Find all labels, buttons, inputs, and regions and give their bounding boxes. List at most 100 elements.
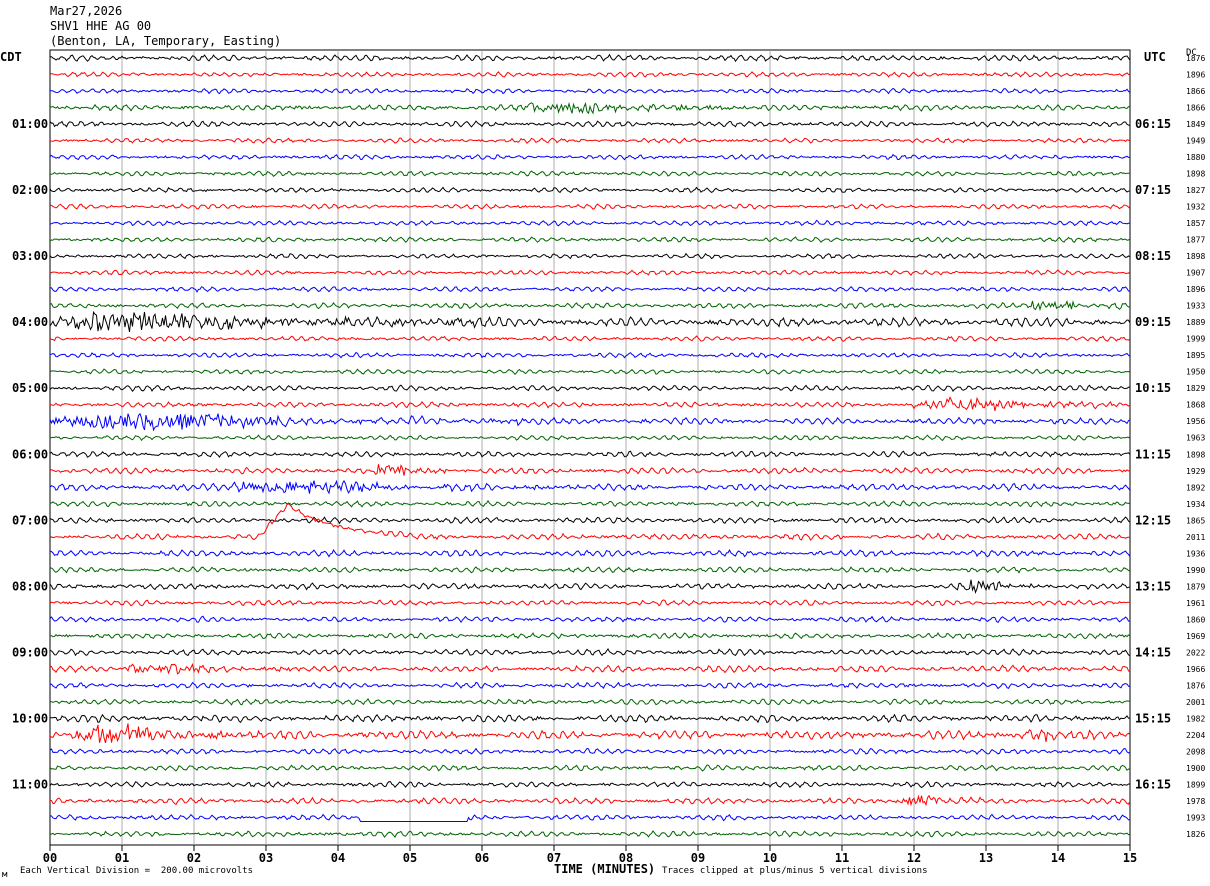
trace-line	[49, 503, 1131, 541]
trace-line	[49, 252, 1131, 260]
dc-offset-label: 1932	[1186, 203, 1205, 212]
trace-line	[49, 681, 1131, 690]
x-tick-label: 15	[1123, 851, 1137, 865]
x-tick-label: 03	[259, 851, 273, 865]
right-time-label: 10:15	[1135, 381, 1171, 395]
x-tick-label: 01	[115, 851, 129, 865]
left-hour-label: 11:00	[12, 777, 48, 791]
trace-line	[50, 396, 1131, 412]
trace-line	[49, 170, 1131, 178]
dc-offset-label: 1898	[1186, 252, 1205, 261]
x-tick-label: 10	[763, 851, 777, 865]
location-label: (Benton, LA, Temporary, Easting)	[50, 34, 282, 48]
dc-offset-label: 1880	[1186, 153, 1205, 162]
dc-offset-label: 1857	[1186, 219, 1205, 228]
trace-line	[49, 219, 1131, 227]
dc-offset-label: 1978	[1186, 797, 1205, 806]
dc-offset-label: 1898	[1186, 170, 1205, 179]
right-time-label: 11:15	[1135, 447, 1171, 461]
trace-line	[49, 335, 1131, 342]
dc-offset-label: 1866	[1186, 87, 1205, 96]
dc-offset-label: 1929	[1186, 467, 1205, 476]
dc-column-label: DC	[1186, 48, 1197, 58]
trace-line	[49, 203, 1131, 210]
trace-line	[50, 53, 1131, 63]
dc-offset-label: 2204	[1186, 731, 1205, 740]
right-time-label: 07:15	[1135, 183, 1171, 197]
right-time-label: 15:15	[1135, 711, 1171, 725]
dc-offset-label: 1990	[1186, 566, 1205, 575]
dc-offset-label: 1879	[1186, 582, 1205, 591]
right-time-label: 08:15	[1135, 249, 1171, 263]
dc-offset-label: 1933	[1186, 302, 1205, 311]
dc-offset-label: 1899	[1186, 780, 1205, 789]
right-time-label: 14:15	[1135, 645, 1171, 659]
trace-line	[49, 794, 1131, 807]
left-hour-label: 10:00	[12, 711, 48, 725]
dc-offset-label: 2098	[1186, 747, 1205, 756]
trace-line	[49, 479, 1131, 495]
trace-line	[49, 764, 1131, 772]
left-hour-label: 09:00	[12, 645, 48, 659]
trace-line	[49, 697, 1131, 706]
right-time-label: 16:15	[1135, 777, 1171, 791]
trace-line	[49, 351, 1131, 359]
trace-line	[49, 631, 1131, 640]
x-tick-label: 11	[835, 851, 849, 865]
dc-offset-label: 1982	[1186, 714, 1205, 723]
dc-offset-label: 1877	[1186, 236, 1205, 245]
trace-line	[49, 153, 1130, 161]
trace-line	[49, 412, 1131, 432]
x-tick-label: 06	[475, 851, 489, 865]
dc-offset-label: 1849	[1186, 120, 1205, 129]
left-timezone-label: CDT	[0, 50, 22, 64]
station-label: SHV1 HHE AG 00	[50, 19, 152, 33]
clip-note: Traces clipped at plus/minus 5 vertical …	[662, 866, 928, 876]
date-label: Mar27,2026	[50, 4, 123, 18]
dc-offset-label: 2022	[1186, 648, 1205, 657]
dc-offset-label: 1966	[1186, 665, 1205, 674]
right-time-label: 06:15	[1135, 117, 1171, 131]
trace-line	[49, 186, 1131, 194]
trace-line	[49, 384, 1131, 393]
left-hour-label: 07:00	[12, 513, 48, 527]
x-tick-label: 12	[907, 851, 921, 865]
trace-line	[49, 566, 1131, 574]
dc-offset-label: 1827	[1186, 186, 1205, 195]
trace-line	[49, 236, 1131, 243]
trace-line	[49, 599, 1131, 607]
trace-line	[49, 101, 1131, 115]
trace-line	[49, 813, 1131, 822]
left-hour-label: 01:00	[12, 117, 48, 131]
left-hour-label: 06:00	[12, 447, 48, 461]
trace-line	[49, 450, 1131, 458]
x-tick-label: 13	[979, 851, 993, 865]
trace-line	[49, 71, 1131, 78]
dc-offset-label: 1934	[1186, 500, 1205, 509]
dc-offset-label: 1895	[1186, 351, 1205, 360]
dc-offset-label: 1829	[1186, 384, 1205, 393]
dc-offset-label: 1892	[1186, 483, 1205, 492]
trace-line	[49, 285, 1131, 293]
right-timezone-label: UTC	[1144, 50, 1166, 64]
trace-line	[50, 713, 1131, 724]
dc-offset-label: 1961	[1186, 599, 1205, 608]
trace-line	[49, 499, 1131, 508]
dc-offset-label: 2001	[1186, 698, 1205, 707]
left-hour-label: 03:00	[12, 249, 48, 263]
trace-line	[49, 647, 1131, 657]
dc-offset-label: 1896	[1186, 285, 1205, 294]
dc-offset-label: 1963	[1186, 434, 1205, 443]
trace-line	[49, 780, 1130, 789]
x-tick-label: 14	[1051, 851, 1065, 865]
dc-offset-label: 1860	[1186, 615, 1205, 624]
dc-offset-label: 1898	[1186, 450, 1205, 459]
dc-offset-label: 2011	[1186, 533, 1205, 542]
dc-offset-label: 1826	[1186, 830, 1205, 839]
x-tick-label: 05	[403, 851, 417, 865]
dc-offset-label: 1889	[1186, 318, 1205, 327]
left-hour-label: 05:00	[12, 381, 48, 395]
left-hour-label: 08:00	[12, 579, 48, 593]
x-tick-label: 09	[691, 851, 705, 865]
